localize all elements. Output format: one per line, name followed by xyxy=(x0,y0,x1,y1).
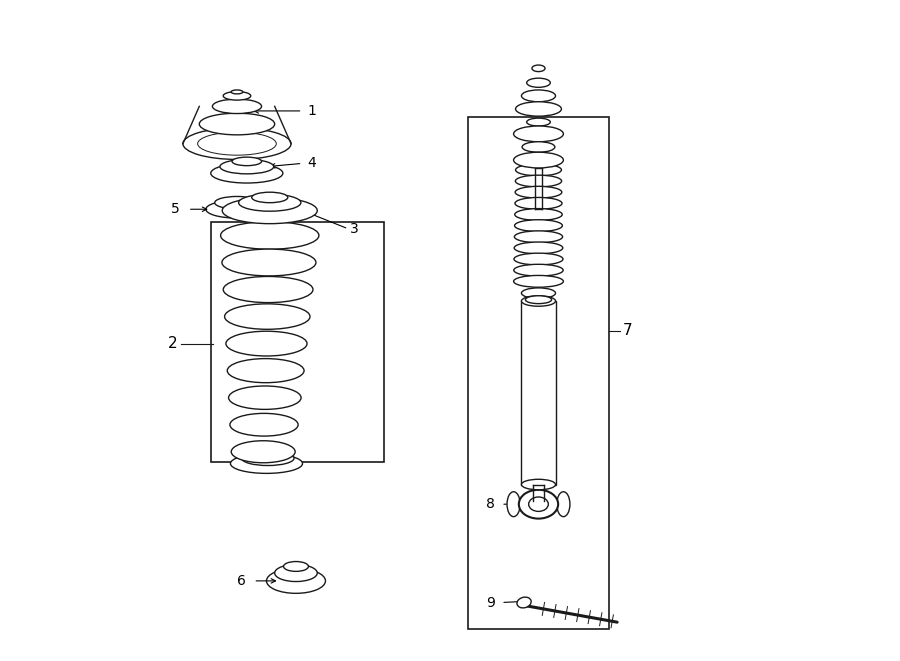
Ellipse shape xyxy=(223,276,313,303)
Ellipse shape xyxy=(521,479,555,490)
Ellipse shape xyxy=(514,276,563,288)
Ellipse shape xyxy=(225,304,310,329)
Ellipse shape xyxy=(514,126,563,141)
Ellipse shape xyxy=(515,231,562,243)
Ellipse shape xyxy=(516,164,562,176)
Ellipse shape xyxy=(231,90,243,94)
Ellipse shape xyxy=(215,196,259,209)
Ellipse shape xyxy=(231,441,295,463)
Ellipse shape xyxy=(212,99,262,114)
Ellipse shape xyxy=(521,90,555,102)
Ellipse shape xyxy=(557,492,570,517)
Text: 2: 2 xyxy=(168,336,178,351)
Ellipse shape xyxy=(516,102,562,116)
Ellipse shape xyxy=(228,359,304,383)
Ellipse shape xyxy=(517,597,531,608)
Ellipse shape xyxy=(230,413,298,436)
Ellipse shape xyxy=(220,159,274,174)
Ellipse shape xyxy=(198,132,276,155)
Text: 1: 1 xyxy=(308,104,317,118)
Ellipse shape xyxy=(516,175,562,187)
Ellipse shape xyxy=(515,186,562,198)
Ellipse shape xyxy=(223,92,251,100)
Ellipse shape xyxy=(521,295,555,306)
Bar xyxy=(521,301,555,485)
Ellipse shape xyxy=(220,221,319,249)
Bar xyxy=(211,222,384,461)
Ellipse shape xyxy=(522,141,555,152)
Text: 3: 3 xyxy=(350,222,359,236)
Ellipse shape xyxy=(284,562,309,571)
Ellipse shape xyxy=(274,564,318,582)
Ellipse shape xyxy=(514,242,562,254)
Ellipse shape xyxy=(526,118,550,126)
Ellipse shape xyxy=(518,490,558,519)
Ellipse shape xyxy=(222,198,318,223)
Text: 9: 9 xyxy=(486,596,495,609)
Ellipse shape xyxy=(238,194,301,212)
Text: 6: 6 xyxy=(237,574,246,588)
Ellipse shape xyxy=(266,568,326,594)
Ellipse shape xyxy=(514,152,563,168)
Ellipse shape xyxy=(230,453,302,473)
Ellipse shape xyxy=(526,295,552,303)
Ellipse shape xyxy=(211,163,283,183)
Ellipse shape xyxy=(515,219,562,231)
Ellipse shape xyxy=(514,253,563,265)
Ellipse shape xyxy=(206,200,268,218)
Ellipse shape xyxy=(515,209,562,220)
Ellipse shape xyxy=(226,331,307,356)
Ellipse shape xyxy=(222,249,316,276)
Ellipse shape xyxy=(515,198,562,210)
Ellipse shape xyxy=(232,157,262,166)
Ellipse shape xyxy=(528,497,548,512)
Ellipse shape xyxy=(507,492,520,517)
Text: 5: 5 xyxy=(171,202,180,216)
Ellipse shape xyxy=(521,288,555,298)
Text: 4: 4 xyxy=(308,157,317,171)
Ellipse shape xyxy=(526,78,550,87)
Bar xyxy=(468,118,609,629)
Text: 7: 7 xyxy=(623,323,632,338)
Ellipse shape xyxy=(514,264,563,276)
Ellipse shape xyxy=(532,65,545,71)
Ellipse shape xyxy=(252,192,288,203)
Ellipse shape xyxy=(199,113,274,135)
Ellipse shape xyxy=(241,451,294,465)
Text: 8: 8 xyxy=(486,497,495,511)
Ellipse shape xyxy=(229,386,302,409)
Ellipse shape xyxy=(183,128,291,159)
